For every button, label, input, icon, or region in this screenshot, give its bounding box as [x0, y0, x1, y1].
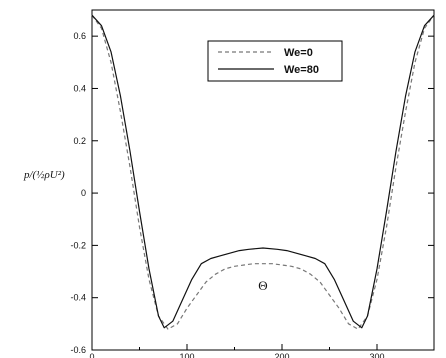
y-tick-label: 0: [81, 188, 86, 198]
y-axis-ticks: 0.6 0.4 0.2 0 -0.2 -0.4 -0.6: [70, 31, 434, 355]
x-axis-ticks: 0 100 200 300: [89, 344, 385, 358]
x-tick-label: 100: [179, 352, 194, 358]
series-line-we80: [91, 14, 435, 329]
y-tick-label: 0.6: [73, 31, 86, 41]
x-tick-label: 300: [369, 352, 384, 358]
y-tick-label: -0.2: [70, 240, 86, 250]
y-tick-label: 0.2: [73, 136, 86, 146]
x-tick-label: 200: [274, 352, 289, 358]
y-tick-label: -0.6: [70, 345, 86, 355]
y-axis-label: p/(½ρU²): [23, 169, 65, 181]
y-tick-label: -0.4: [70, 293, 86, 303]
legend-label-we0: We=0: [284, 47, 313, 59]
series-layer: [91, 14, 435, 330]
x-axis-label: Θ: [258, 278, 267, 293]
plot-frame: [91, 9, 435, 351]
series-line-we0: [91, 14, 435, 330]
y-tick-label: 0.4: [73, 83, 86, 93]
legend: We=0 We=80: [207, 40, 343, 82]
legend-box: [207, 40, 343, 82]
legend-label-we80: We=80: [284, 64, 319, 76]
x-tick-label: 0: [89, 352, 94, 358]
